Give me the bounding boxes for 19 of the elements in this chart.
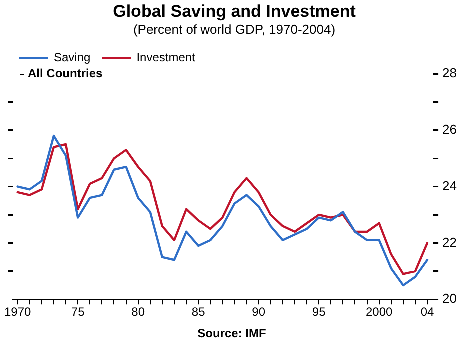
y-tick-label: 20	[442, 291, 458, 306]
chart-title: Global Saving and Investment	[113, 2, 356, 21]
x-tick-label: 95	[312, 305, 326, 320]
x-tick-label: 90	[252, 305, 266, 320]
x-tick-label: 80	[132, 305, 146, 320]
legend-label: Investment	[136, 50, 196, 64]
x-tick-label: 1970	[4, 305, 32, 320]
x-tick-label: 04	[420, 305, 435, 320]
x-tick-label: 75	[71, 305, 86, 320]
annotation: All Countries	[28, 66, 103, 80]
chart-subtitle: (Percent of world GDP, 1970-2004)	[133, 22, 336, 37]
x-tick-label: 85	[192, 305, 206, 320]
y-tick-label: 26	[442, 122, 458, 137]
x-tick-label: 2000	[366, 305, 393, 320]
source-note: Source: IMF	[198, 326, 266, 340]
y-tick-label: 28	[442, 66, 458, 81]
y-tick-label: 24	[442, 178, 458, 194]
y-tick-label: 22	[442, 234, 458, 250]
legend-label: Saving	[54, 50, 91, 64]
